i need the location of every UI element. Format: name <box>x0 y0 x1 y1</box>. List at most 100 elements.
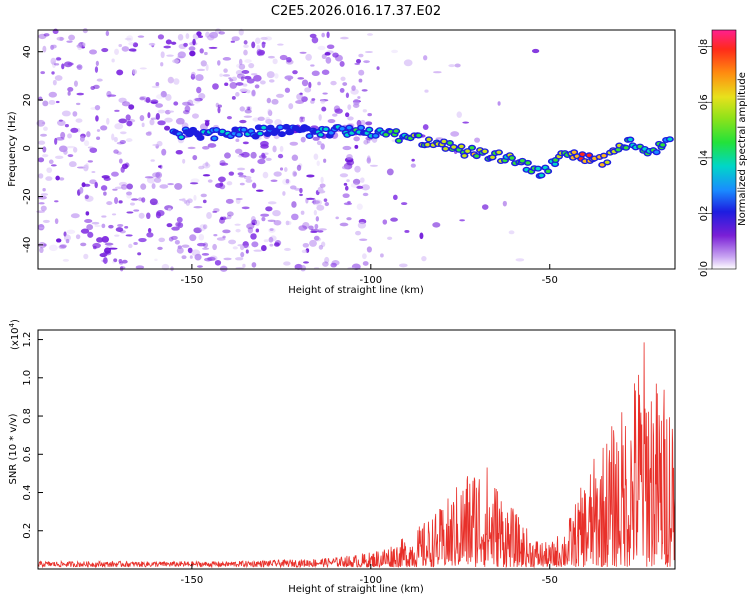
noise-speck <box>101 215 107 218</box>
noise-speck <box>101 175 110 179</box>
spec-x-tick-label: -100 <box>359 275 382 286</box>
noise-speck <box>171 41 177 45</box>
noise-speck <box>347 104 352 110</box>
noise-speck <box>531 48 540 54</box>
noise-speck <box>261 216 266 222</box>
noise-speck <box>202 199 207 204</box>
trace-blob <box>519 159 525 163</box>
noise-speck <box>204 51 208 56</box>
noise-speck <box>54 200 59 203</box>
noise-speck <box>386 168 394 176</box>
noise-speck <box>267 108 272 116</box>
noise-speck <box>82 28 88 34</box>
spec-y-tick-label: -20 <box>22 188 33 204</box>
trace-blob <box>346 126 352 130</box>
noise-speck <box>316 204 325 211</box>
noise-speck <box>291 154 299 161</box>
noise-speck <box>497 101 501 106</box>
noise-speck <box>424 89 429 93</box>
noise-speck <box>238 174 247 178</box>
noise-speck <box>112 261 116 264</box>
noise-speck <box>235 198 243 201</box>
noise-speck <box>59 244 67 249</box>
noise-speck <box>256 48 262 56</box>
noise-speck <box>217 106 221 114</box>
noise-speck <box>322 92 328 95</box>
noise-speck <box>95 60 99 67</box>
snr-multiplier-exp: 4 <box>8 322 16 327</box>
noise-speck <box>225 198 234 204</box>
noise-speck <box>42 188 46 192</box>
noise-speck <box>508 230 515 235</box>
noise-speck <box>448 64 456 68</box>
noise-speck <box>164 117 173 123</box>
noise-speck <box>202 145 210 150</box>
noise-speck <box>149 198 158 206</box>
noise-speck <box>255 228 260 233</box>
noise-speck <box>317 45 326 51</box>
noise-speck <box>251 89 256 97</box>
noise-speck <box>164 125 171 131</box>
trace-blob <box>660 143 666 147</box>
noise-speck <box>289 185 297 190</box>
noise-speck <box>347 116 354 121</box>
noise-speck <box>106 117 110 125</box>
spec-y-tick-label: -40 <box>22 237 33 253</box>
noise-speck <box>52 61 56 68</box>
noise-speck <box>360 177 365 183</box>
noise-speck <box>242 245 251 249</box>
noise-speck <box>196 31 202 37</box>
noise-speck <box>104 247 112 254</box>
colorbar-ticks: 0.0 0.2 0.4 0.6 0.8 <box>698 39 712 277</box>
noise-speck <box>56 57 62 61</box>
noise-speck <box>191 113 199 119</box>
noise-speck <box>355 230 362 236</box>
noise-speck <box>387 236 393 240</box>
noise-speck <box>165 94 172 101</box>
noise-speck <box>157 34 165 40</box>
noise-speck <box>132 69 138 75</box>
noise-speck <box>241 206 250 210</box>
noise-speck <box>161 148 167 156</box>
noise-speck <box>256 51 265 57</box>
noise-speck <box>202 247 210 250</box>
noise-speck <box>242 83 248 87</box>
noise-speck <box>256 44 261 51</box>
noise-speck <box>124 225 129 229</box>
noise-speck <box>251 241 259 248</box>
noise-speck <box>160 62 164 67</box>
noise-speck <box>46 167 53 173</box>
noise-speck <box>38 202 45 205</box>
noise-speck <box>250 216 256 223</box>
noise-speck <box>54 63 60 66</box>
noise-speck <box>48 244 58 252</box>
noise-speck <box>113 258 118 263</box>
trace-blob <box>469 146 475 150</box>
noise-speck <box>226 116 232 120</box>
noise-speck <box>321 54 327 60</box>
trace-blob <box>236 132 242 137</box>
noise-speck <box>139 114 145 122</box>
trace-blob <box>496 150 502 155</box>
noise-speck <box>50 57 57 65</box>
trace-blob <box>187 132 192 136</box>
noise-speck <box>87 160 93 163</box>
noise-speck <box>52 79 57 86</box>
noise-speck <box>314 223 319 230</box>
noise-speck <box>342 82 348 86</box>
noise-speck <box>54 137 58 145</box>
noise-speck <box>364 50 373 54</box>
noise-speck <box>350 88 359 95</box>
noise-speck <box>311 98 316 101</box>
noise-speck <box>419 232 424 240</box>
noise-speck <box>313 199 323 206</box>
noise-speck <box>235 92 240 97</box>
noise-speck <box>321 32 325 38</box>
noise-speck <box>422 124 429 130</box>
snr-x-label: Height of straight line (km) <box>288 584 424 595</box>
noise-speck <box>116 69 124 76</box>
trace-blob <box>465 149 470 153</box>
noise-speck <box>190 71 196 78</box>
noise-speck <box>58 145 68 153</box>
snr-y-tick-label: 1.0 <box>22 370 33 386</box>
